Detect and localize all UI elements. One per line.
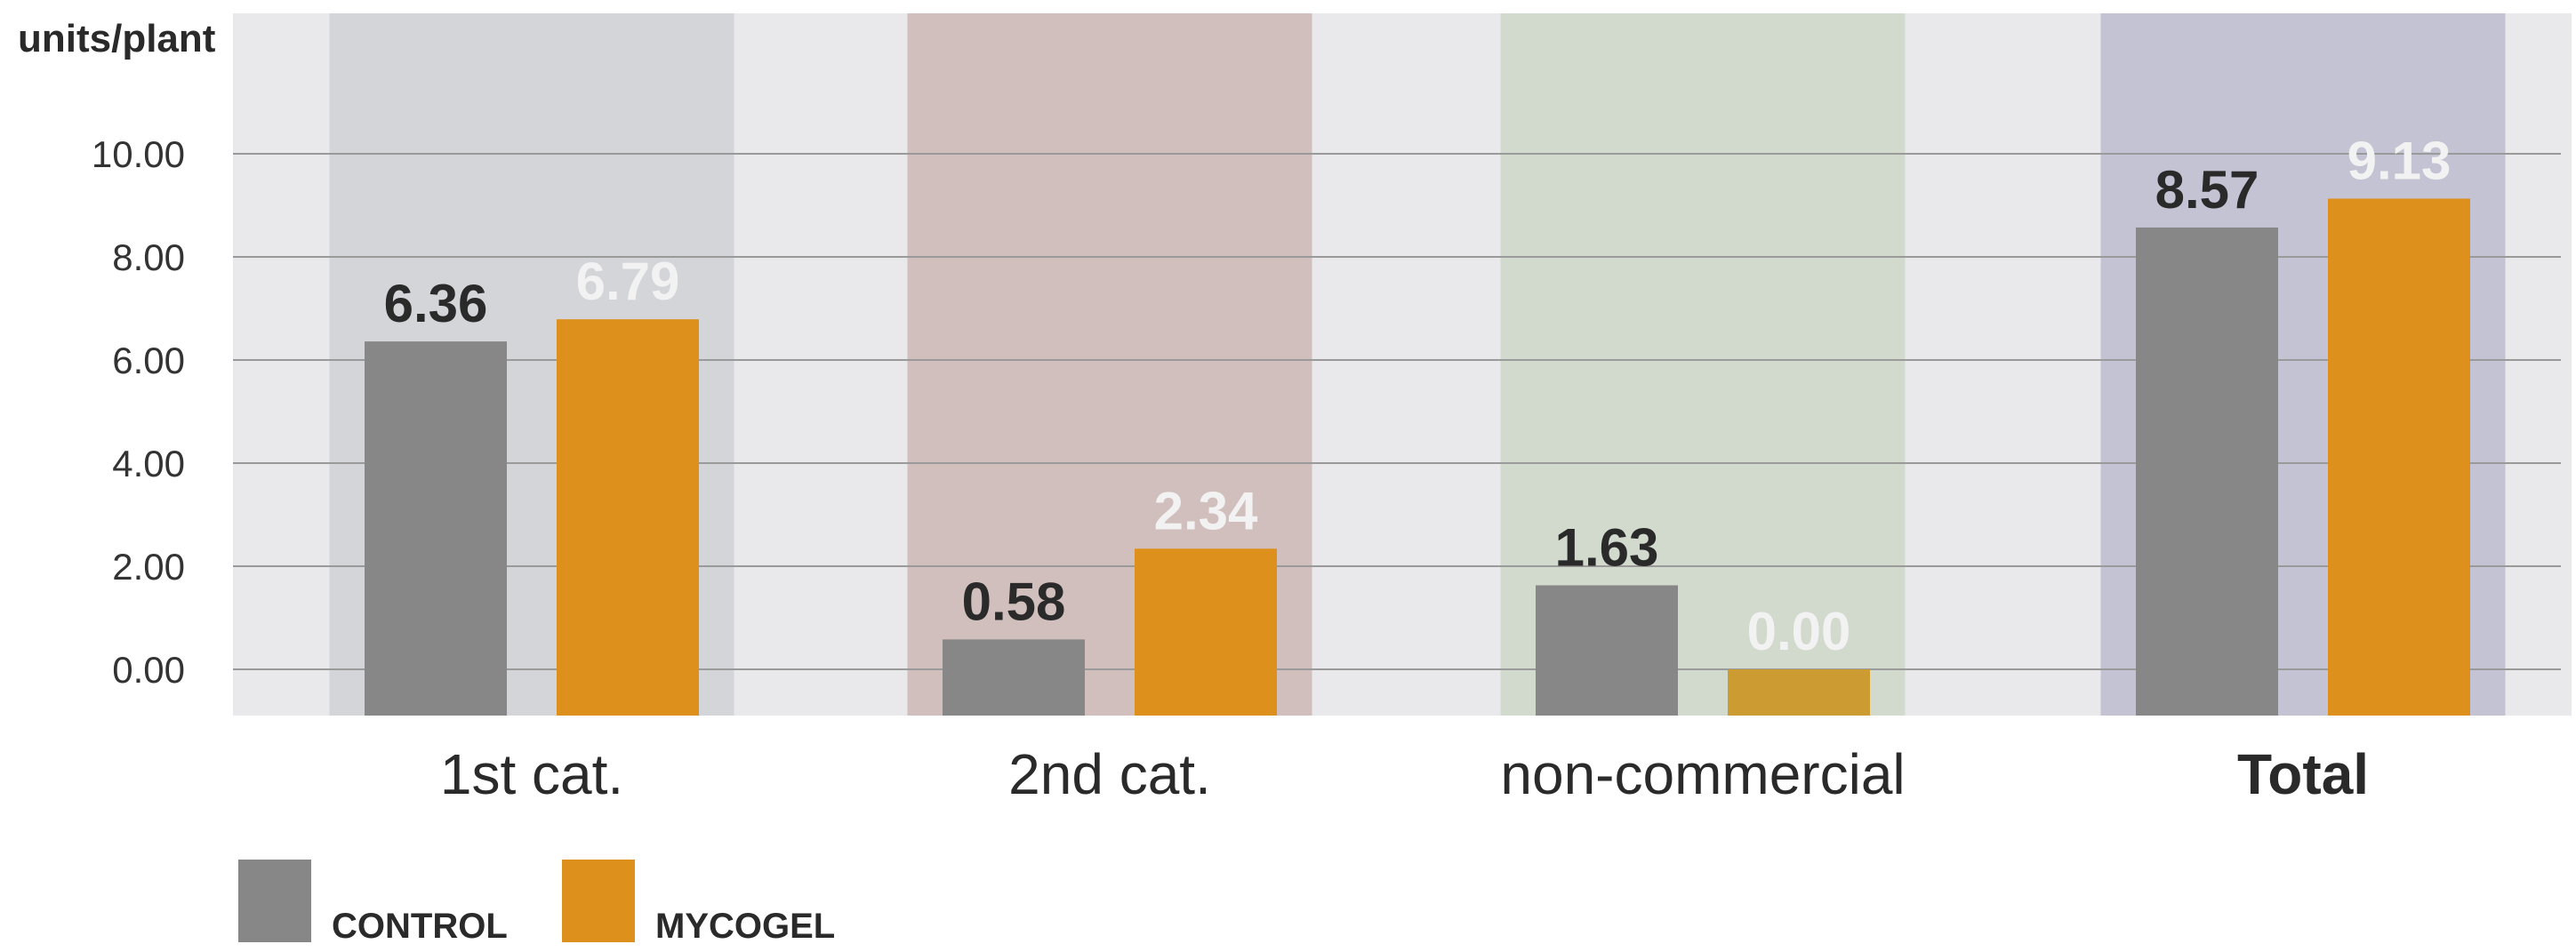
x-tick-label: non-commercial	[1500, 742, 1905, 806]
y-tick-label: 8.00	[112, 236, 185, 278]
bar	[365, 341, 507, 716]
y-tick-label: 2.00	[112, 546, 185, 588]
data-label: 2.34	[1154, 481, 1258, 540]
legend-swatch	[238, 860, 311, 942]
y-tick-label: 10.00	[92, 133, 185, 175]
data-label: 1.63	[1555, 517, 1659, 577]
data-label: 6.36	[384, 274, 488, 333]
data-label: 0.00	[1747, 602, 1851, 661]
data-label: 6.79	[576, 252, 680, 311]
legend-label: CONTROL	[332, 907, 508, 946]
x-tick-label: 2nd cat.	[1008, 742, 1211, 806]
y-tick-label: 6.00	[112, 340, 185, 381]
data-label: 8.57	[2155, 160, 2259, 220]
bar	[1728, 669, 1870, 716]
bar	[1536, 585, 1678, 716]
y-axis-label: units/plant	[18, 17, 216, 60]
legend-label: MYCOGEL	[655, 907, 835, 946]
x-tick-label: 1st cat.	[440, 742, 623, 806]
bar	[943, 639, 1085, 716]
data-label: 9.13	[2347, 131, 2452, 190]
y-tick-label: 4.00	[112, 443, 185, 484]
bar	[1135, 548, 1277, 716]
legend-swatch	[562, 860, 635, 942]
bar	[557, 319, 699, 716]
x-tick-label: Total	[2237, 742, 2369, 806]
data-label: 0.58	[962, 572, 1066, 631]
bar	[2136, 227, 2278, 716]
y-tick-label: 0.00	[112, 649, 185, 691]
bar	[2328, 198, 2470, 716]
